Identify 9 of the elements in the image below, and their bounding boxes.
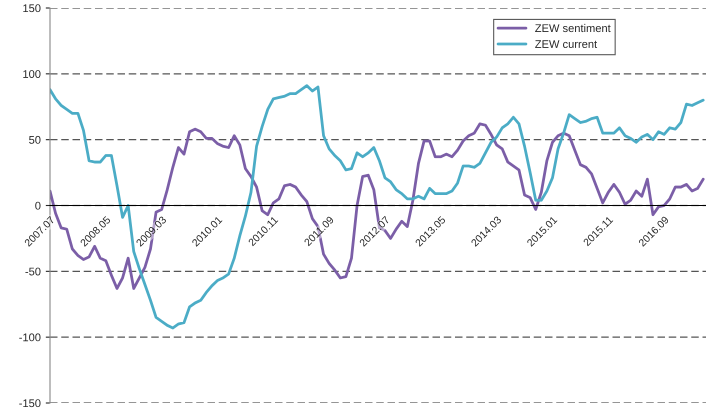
y-tick-label: 50 [29,136,41,144]
y-tick-label: 0 [35,202,41,210]
y-tick-label: 100 [23,70,41,78]
legend-label: ZEW current [535,40,598,48]
legend-label: ZEW sentiment [535,24,611,32]
y-tick-label: -50 [25,268,41,276]
y-tick-label: 150 [23,4,41,12]
y-tick-label: -150 [19,399,41,408]
y-tick-label: -100 [19,333,41,342]
